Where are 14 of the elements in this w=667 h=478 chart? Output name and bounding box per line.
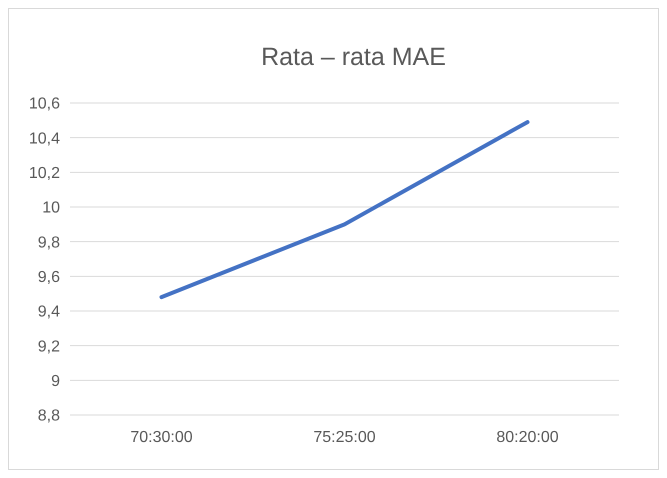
x-tick-label: 75:25:00 [313, 429, 376, 446]
y-tick-label: 8,8 [38, 408, 60, 425]
x-tick-label: 70:30:00 [130, 429, 193, 446]
y-tick-label: 10,2 [28, 164, 60, 182]
y-tick-label: 9,2 [38, 338, 60, 356]
x-tick-label: 80:20:00 [496, 429, 559, 446]
y-tick-label: 10,6 [28, 96, 60, 113]
y-tick-label: 9,8 [38, 234, 60, 252]
y-tick-label: 10,4 [28, 130, 60, 148]
chart-title: Rata – rata MAE [261, 43, 446, 71]
y-tick-label: 9,6 [38, 268, 60, 286]
y-tick-label: 10 [42, 200, 60, 217]
y-tick-label: 9,4 [38, 304, 60, 321]
y-tick-label: 9 [51, 372, 60, 390]
